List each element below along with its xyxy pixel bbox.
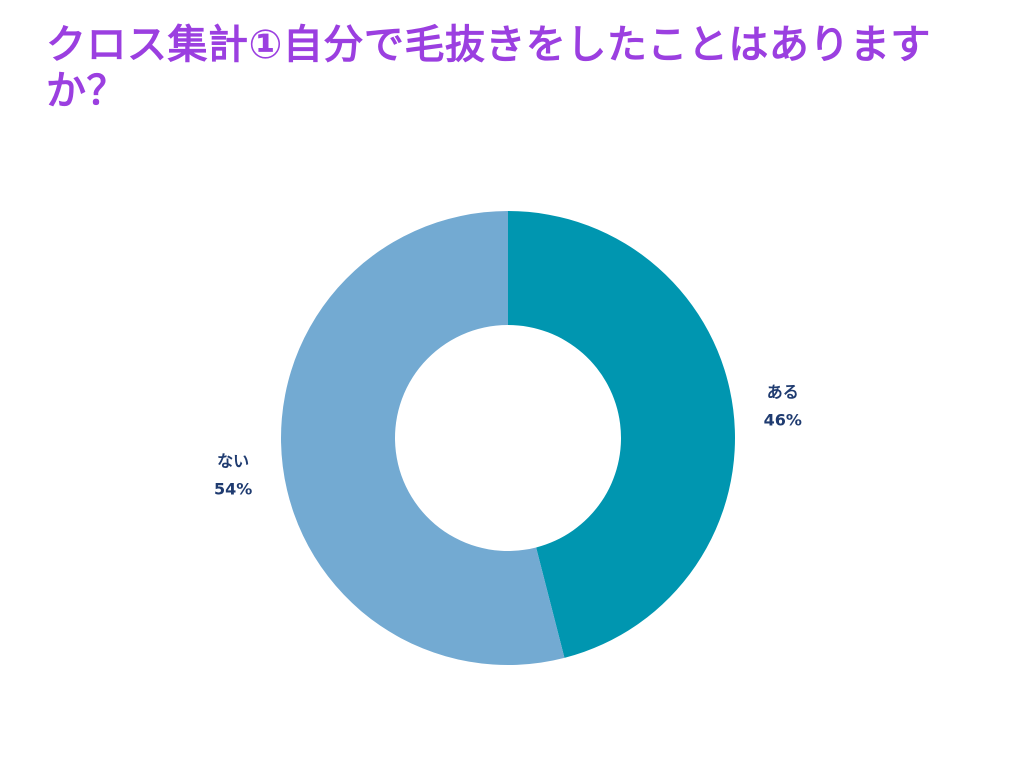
slice-label-1: ある 46%	[764, 382, 802, 429]
page-title: クロス集計①自分で毛抜きをしたことはありますか？	[46, 22, 931, 114]
slice-name: ない	[217, 452, 249, 471]
slice-label-2: ない 54%	[214, 452, 252, 499]
pie-slice-2	[280, 211, 565, 665]
slice-percent: 46%	[764, 410, 802, 429]
pie-slice-1	[508, 211, 735, 658]
labels-group: ある 46% ない 54%	[214, 382, 802, 498]
slices-group	[280, 211, 735, 665]
slice-name: ある	[767, 382, 799, 401]
slice-percent: 54%	[214, 480, 252, 499]
